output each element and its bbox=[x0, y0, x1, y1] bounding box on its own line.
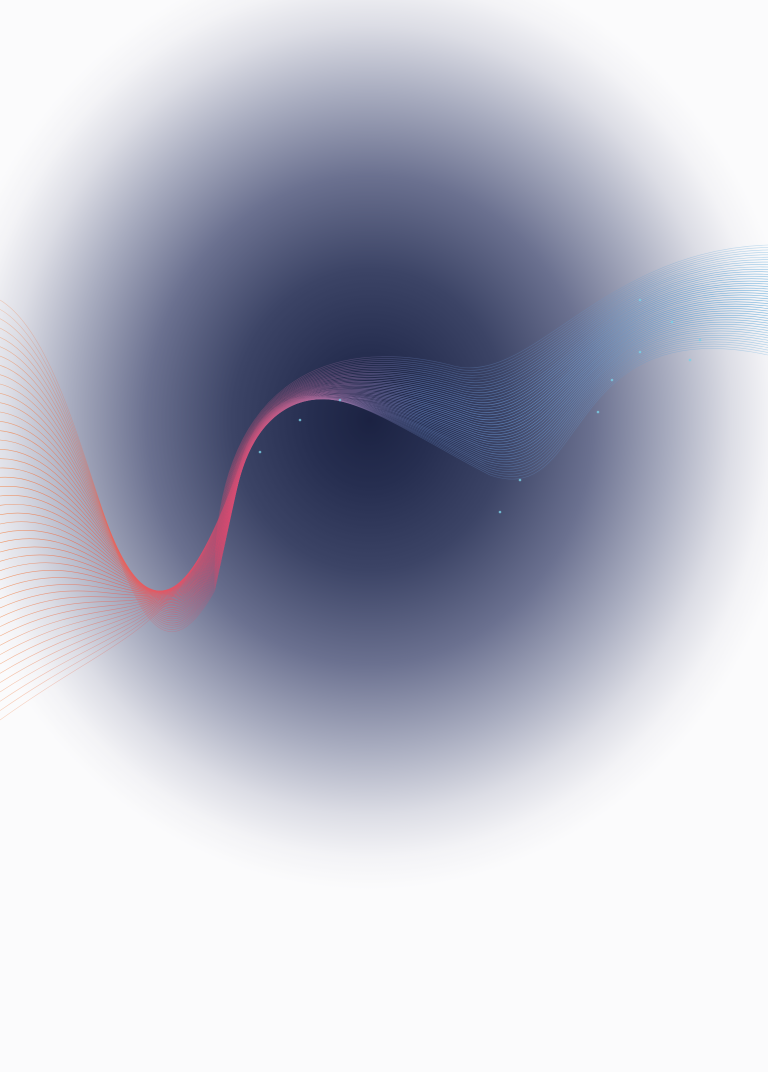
wave-line bbox=[0, 261, 768, 618]
wave-dot bbox=[596, 410, 600, 414]
wave-line bbox=[0, 330, 768, 646]
wave-line bbox=[0, 278, 768, 605]
wave-line bbox=[0, 334, 768, 665]
wave-line bbox=[0, 345, 768, 711]
wave-dot bbox=[638, 350, 642, 354]
wave-dot bbox=[688, 358, 692, 362]
wave-line bbox=[0, 269, 768, 612]
wave-line bbox=[0, 319, 768, 599]
wave-line bbox=[0, 292, 768, 597]
wave-dot bbox=[258, 450, 262, 454]
wave-line bbox=[0, 287, 768, 599]
wave-dot bbox=[638, 298, 642, 302]
wave-line bbox=[0, 256, 768, 622]
wave-line bbox=[0, 348, 768, 721]
wave-dot bbox=[338, 398, 342, 402]
wave-line bbox=[0, 252, 768, 626]
wave-dot bbox=[698, 338, 702, 342]
wave-line bbox=[0, 264, 768, 616]
wave-line bbox=[0, 266, 768, 614]
wave-line bbox=[0, 332, 768, 655]
wave-dot bbox=[610, 378, 614, 382]
wave-dot bbox=[518, 478, 522, 482]
wave-dot bbox=[498, 510, 502, 514]
wave-dot bbox=[298, 418, 302, 422]
wave-line bbox=[0, 259, 768, 620]
wave-dot bbox=[670, 320, 674, 324]
wave-line bbox=[0, 283, 768, 602]
wave-line bbox=[0, 273, 768, 608]
wave-dot-group bbox=[258, 298, 702, 514]
wave-line bbox=[0, 337, 768, 674]
wave-line-group bbox=[0, 244, 768, 721]
